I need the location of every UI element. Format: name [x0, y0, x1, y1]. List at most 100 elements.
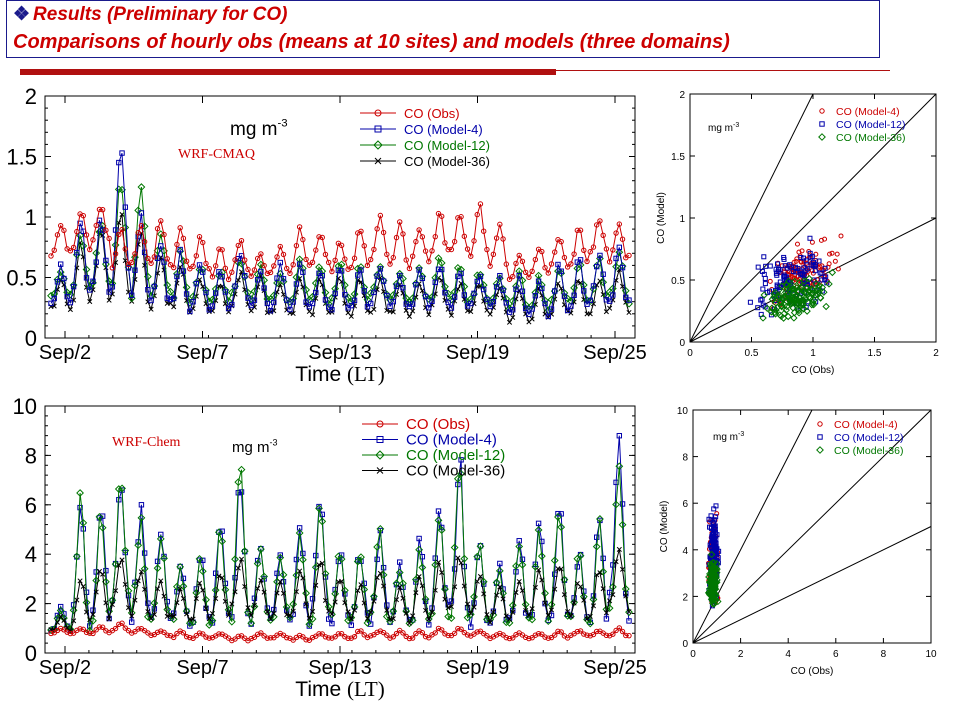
- data-point: [400, 231, 406, 237]
- data-point: [439, 266, 445, 273]
- data-point: [526, 635, 532, 642]
- data-point: [240, 547, 249, 555]
- data-point: [424, 295, 433, 303]
- data-point: [248, 273, 254, 279]
- data-point: [134, 206, 143, 215]
- data-point: [545, 313, 551, 320]
- data-point: [548, 261, 555, 267]
- data-point: [171, 304, 177, 310]
- data-point: [594, 263, 600, 270]
- data-point: [558, 511, 564, 517]
- data-point: [368, 609, 374, 615]
- data-point: [437, 526, 446, 535]
- data-point: [448, 305, 455, 311]
- data-point: [164, 295, 170, 301]
- legend-label: CO (Model-36): [836, 132, 905, 144]
- data-point: [416, 227, 422, 233]
- data-point: [171, 634, 177, 641]
- data-point: [818, 237, 824, 243]
- data-point: [474, 629, 480, 635]
- data-point: [313, 582, 319, 588]
- data-point: [277, 552, 283, 558]
- data-point: [616, 625, 623, 631]
- data-point: [248, 612, 254, 618]
- x-tick-label: Sep/13: [308, 342, 371, 364]
- data-point: [142, 586, 148, 592]
- data-point: [113, 588, 119, 594]
- data-point: [594, 628, 600, 635]
- data-point: [422, 633, 429, 640]
- data-point: [487, 619, 493, 626]
- data-point: [784, 265, 790, 271]
- data-point: [548, 607, 555, 613]
- data-point: [568, 261, 574, 267]
- data-point: [399, 579, 407, 588]
- data-point: [322, 251, 329, 258]
- data-point: [287, 270, 293, 277]
- data-point: [206, 307, 212, 313]
- data-point: [329, 268, 335, 275]
- y-axis-label: CO (Model): [659, 501, 670, 553]
- data-point: [274, 254, 280, 260]
- data-point: [597, 218, 603, 224]
- data-point: [811, 277, 817, 283]
- data-point: [484, 246, 490, 253]
- data-point: [292, 273, 301, 282]
- x-axis-label: CO (Obs): [792, 365, 835, 376]
- data-point: [374, 629, 380, 636]
- data-point: [834, 251, 840, 257]
- data-point: [112, 251, 119, 257]
- data-point: [232, 589, 238, 595]
- data-point: [150, 599, 159, 607]
- data-point: [319, 560, 325, 566]
- data-point: [122, 246, 128, 252]
- data-point: [600, 291, 606, 298]
- series-co-model-36-: [704, 550, 722, 608]
- data-point: [397, 584, 403, 590]
- data-point: [348, 302, 355, 309]
- data-point: [781, 254, 787, 260]
- data-point: [351, 633, 358, 640]
- data-point: [409, 301, 416, 307]
- data-point: [114, 485, 123, 493]
- data-point: [367, 256, 374, 263]
- data-point: [542, 300, 548, 307]
- data-point: [505, 618, 514, 627]
- data-point: [713, 559, 721, 568]
- series-co-model-12-: [47, 462, 633, 635]
- data-point: [232, 257, 238, 263]
- data-point: [367, 300, 374, 307]
- data-point: [783, 274, 789, 280]
- data-point: [791, 275, 797, 281]
- data-point: [345, 609, 351, 615]
- data-point: [564, 635, 571, 641]
- data-point: [67, 307, 73, 313]
- data-point: [325, 635, 332, 641]
- data-point: [594, 572, 600, 578]
- data-point: [131, 253, 139, 262]
- data-point: [245, 295, 251, 301]
- data-point: [406, 635, 413, 642]
- data-point: [755, 305, 761, 311]
- legend-label: CO (Model-36): [834, 445, 903, 457]
- x-axis-label: Time (LT): [295, 362, 384, 386]
- y-tick-label: 10: [677, 406, 689, 417]
- data-point: [196, 630, 203, 636]
- data-point: [216, 246, 222, 252]
- data-point: [423, 607, 429, 613]
- data-point: [470, 592, 478, 601]
- data-point: [119, 211, 125, 218]
- data-point: [798, 298, 807, 307]
- data-point: [148, 306, 154, 312]
- data-point: [77, 504, 83, 511]
- data-point: [809, 298, 817, 307]
- data-point: [297, 568, 303, 574]
- data-point: [419, 629, 426, 636]
- data-point: [348, 622, 355, 628]
- data-point: [406, 313, 412, 320]
- data-point: [442, 240, 448, 246]
- data-point: [54, 619, 61, 625]
- data-point: [555, 510, 561, 517]
- decorative-rule-thin: [556, 70, 890, 71]
- unit-label: mg m-3: [708, 122, 739, 134]
